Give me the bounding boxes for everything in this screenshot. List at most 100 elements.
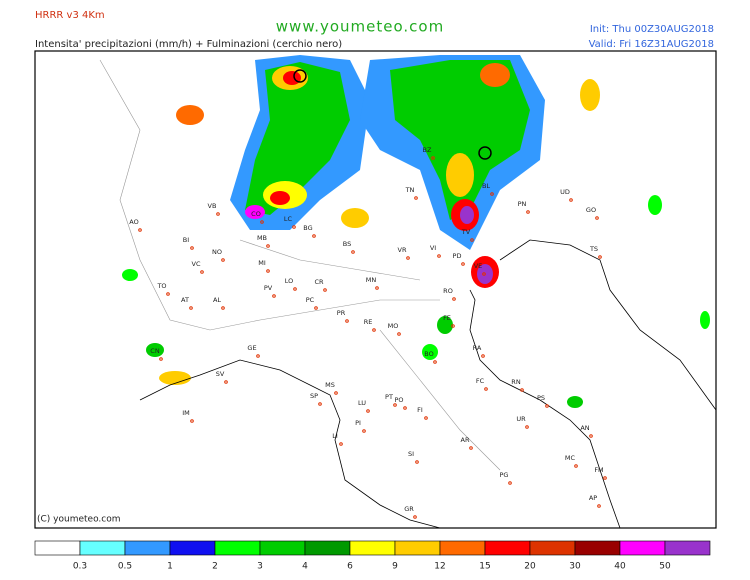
init-time: Init: Thu 00Z30AUG2018 bbox=[590, 24, 714, 35]
city-label: CO bbox=[251, 210, 261, 218]
precipitation bbox=[122, 55, 710, 408]
rain-cell bbox=[648, 195, 662, 215]
city-dot bbox=[266, 244, 270, 248]
city-dot bbox=[159, 357, 163, 361]
city-label: GE bbox=[247, 344, 256, 352]
city-dot bbox=[189, 306, 193, 310]
legend-swatch bbox=[214, 540, 261, 556]
city-dot bbox=[589, 434, 593, 438]
legend-label: 12 bbox=[434, 562, 445, 572]
legend-swatch bbox=[664, 540, 711, 556]
city-dot bbox=[484, 387, 488, 391]
city-label: VC bbox=[192, 260, 201, 268]
legend-swatch bbox=[259, 540, 306, 556]
city-dot bbox=[470, 238, 474, 242]
city-dot bbox=[452, 297, 456, 301]
city-dot bbox=[351, 250, 355, 254]
city-label: VE bbox=[474, 262, 483, 270]
city-label: RE bbox=[364, 318, 373, 326]
city-dot bbox=[372, 328, 376, 332]
rain-cell bbox=[437, 316, 453, 334]
rain-cell bbox=[480, 63, 510, 87]
legend-label: 6 bbox=[347, 562, 353, 572]
city-dot bbox=[406, 256, 410, 260]
city-dot bbox=[224, 380, 228, 384]
city-label: TO bbox=[156, 282, 166, 290]
legend-swatch bbox=[619, 540, 666, 556]
city-label: FI bbox=[417, 406, 423, 414]
borders bbox=[99, 59, 501, 471]
city-label: LC bbox=[284, 215, 293, 223]
city-dot bbox=[482, 272, 486, 276]
city-label: PO bbox=[394, 396, 403, 404]
legend-label: 9 bbox=[392, 562, 398, 572]
city-dot bbox=[314, 306, 318, 310]
city-dot bbox=[256, 354, 260, 358]
city-label: MO bbox=[388, 322, 399, 330]
city-label: BZ bbox=[423, 146, 432, 154]
city-dot bbox=[526, 210, 530, 214]
legend-label: 50 bbox=[659, 562, 671, 572]
city-label: CR bbox=[314, 278, 324, 286]
legend-swatch bbox=[574, 540, 621, 556]
city-label: RA bbox=[473, 344, 482, 352]
city-dot bbox=[190, 246, 194, 250]
rain-cell bbox=[460, 206, 474, 224]
city-label: AP bbox=[589, 494, 597, 502]
city-dot bbox=[431, 156, 435, 160]
city-dot bbox=[334, 391, 338, 395]
city-label: AL bbox=[213, 296, 221, 304]
city-label: RO bbox=[443, 287, 453, 295]
city-label: VR bbox=[398, 246, 407, 254]
legend-label: 0.5 bbox=[118, 562, 132, 572]
city-label: IM bbox=[182, 409, 190, 417]
city-label: TN bbox=[405, 186, 415, 194]
city-dot bbox=[272, 294, 276, 298]
legend-swatch bbox=[349, 540, 396, 556]
city-dot bbox=[221, 258, 225, 262]
city-dot bbox=[312, 234, 316, 238]
city-dot bbox=[216, 212, 220, 216]
legend-swatch bbox=[34, 540, 81, 556]
rain-area bbox=[390, 60, 530, 220]
legend-label: 1 bbox=[167, 562, 173, 572]
city-label: VB bbox=[208, 202, 217, 210]
rain-cell bbox=[270, 191, 290, 205]
lightning bbox=[293, 69, 307, 83]
city-label: MN bbox=[366, 276, 377, 284]
legend-label: 3 bbox=[257, 562, 263, 572]
rain-area bbox=[245, 62, 350, 215]
city-dot bbox=[433, 360, 437, 364]
city-dot bbox=[375, 286, 379, 290]
city-dot bbox=[323, 288, 327, 292]
city-dot bbox=[292, 225, 296, 229]
city-label: FC bbox=[476, 377, 485, 385]
legend-swatch bbox=[169, 540, 216, 556]
legend-swatch bbox=[529, 540, 576, 556]
legend-label: 0.3 bbox=[73, 562, 87, 572]
coastline bbox=[139, 239, 717, 529]
city-label: PN bbox=[518, 200, 527, 208]
city-label: LU bbox=[358, 399, 366, 407]
city-label: MC bbox=[565, 454, 576, 462]
city-dot bbox=[508, 481, 512, 485]
city-dot bbox=[345, 319, 349, 323]
city-dot bbox=[293, 287, 297, 291]
city-dot bbox=[525, 425, 529, 429]
city-dot bbox=[597, 504, 601, 508]
city-dot bbox=[424, 416, 428, 420]
city-label: PS bbox=[537, 394, 545, 402]
city-label: LI bbox=[332, 432, 338, 440]
rain-cell bbox=[446, 153, 474, 197]
city-dot bbox=[415, 460, 419, 464]
city-dot bbox=[266, 269, 270, 273]
city-dot bbox=[574, 464, 578, 468]
city-dot bbox=[138, 228, 142, 232]
city-dot bbox=[414, 196, 418, 200]
city-label: UR bbox=[516, 415, 526, 423]
city-label: GR bbox=[404, 505, 414, 513]
city-labels: AO BI VB CO LC MB BG BS NO MI VC TO AT AL PV LO CR PC CN GE… bbox=[129, 146, 607, 519]
city-label: GO bbox=[586, 206, 596, 214]
valid-time: Valid: Fri 16Z31AUG2018 bbox=[589, 39, 714, 50]
